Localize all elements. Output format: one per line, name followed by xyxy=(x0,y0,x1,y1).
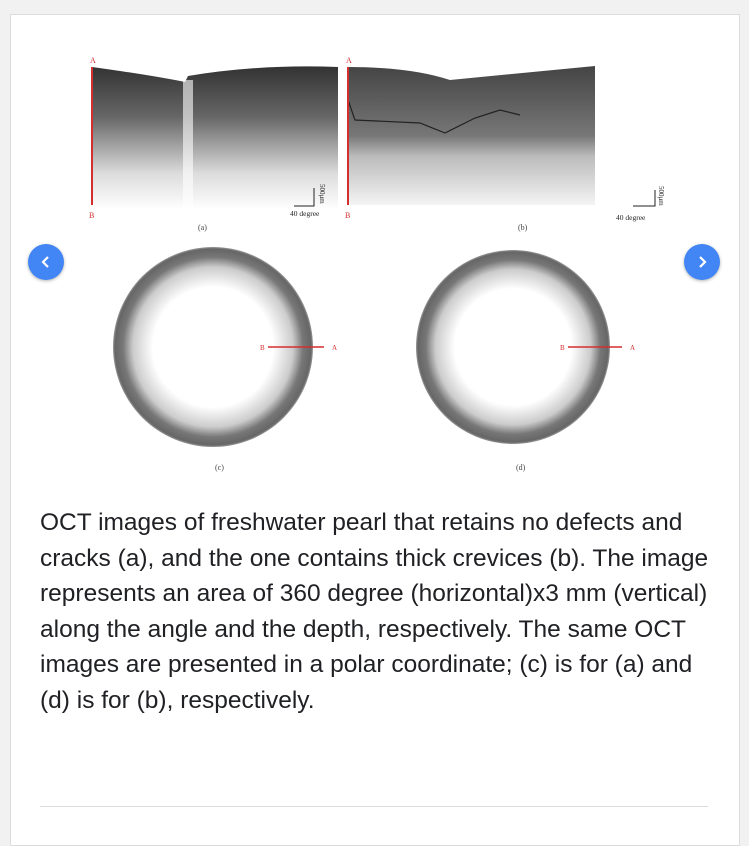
panel-b: A B 40 degree 500μm (b) xyxy=(345,56,665,232)
marker-a: A xyxy=(90,56,96,65)
marker-a: A xyxy=(630,344,635,352)
panel-label: (a) xyxy=(198,223,207,232)
scale-vertical: 500μm xyxy=(657,186,665,206)
marker-b: B xyxy=(345,211,350,220)
chevron-right-icon xyxy=(699,256,707,268)
previous-button[interactable] xyxy=(28,244,64,280)
oct-figure: A B 40 degree 500μm (a) A B 40 degree 50… xyxy=(89,56,665,472)
marker-b: B xyxy=(260,344,265,352)
panel-label: (d) xyxy=(516,463,526,472)
scale-horizontal: 40 degree xyxy=(290,209,320,218)
marker-a: A xyxy=(346,56,352,65)
panel-label: (b) xyxy=(518,223,528,232)
next-button[interactable] xyxy=(684,244,720,280)
marker-b: B xyxy=(89,211,94,220)
marker-b: B xyxy=(560,344,565,352)
divider xyxy=(40,806,708,807)
scale-horizontal: 40 degree xyxy=(616,213,646,222)
panel-a: A B 40 degree 500μm (a) xyxy=(89,56,338,232)
panel-c: B A (c) xyxy=(113,247,337,472)
chevron-left-icon xyxy=(41,256,49,268)
figure-caption: OCT images of freshwater pearl that reta… xyxy=(40,509,709,714)
scale-vertical: 500μm xyxy=(318,184,326,204)
marker-a: A xyxy=(332,344,337,352)
panel-d: B A (d) xyxy=(416,250,635,472)
panel-label: (c) xyxy=(215,463,224,472)
